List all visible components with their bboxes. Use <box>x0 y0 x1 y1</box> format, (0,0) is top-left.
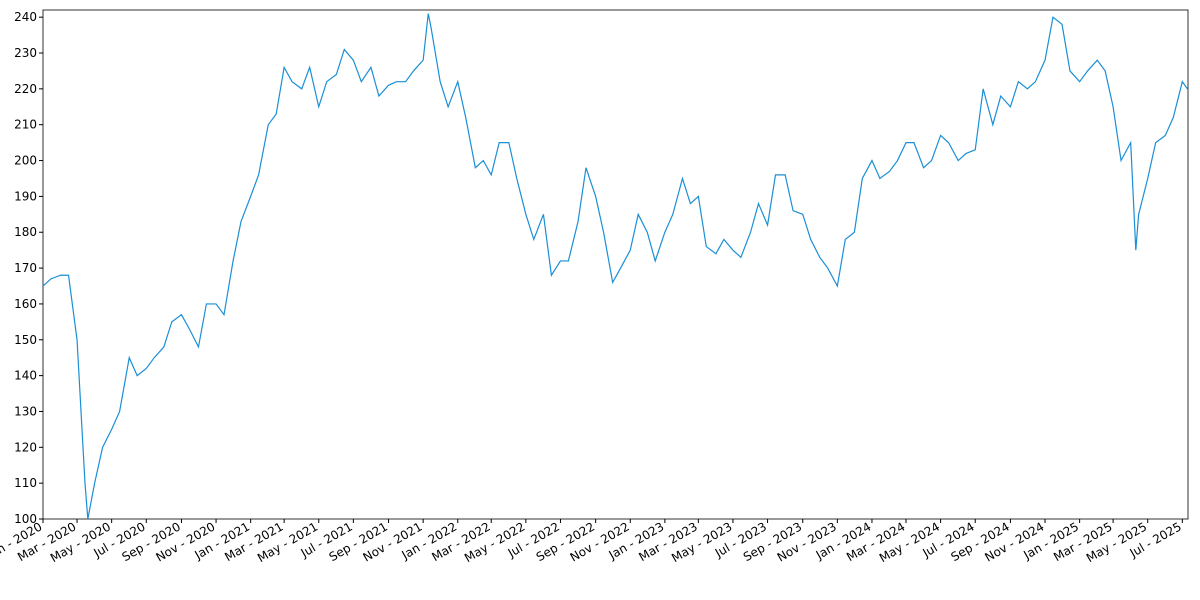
y-tick-label: 190 <box>14 189 37 203</box>
y-tick-label: 220 <box>14 82 37 96</box>
y-tick-label: 110 <box>14 476 37 490</box>
y-tick-label: 230 <box>14 46 37 60</box>
y-tick-label: 180 <box>14 225 37 239</box>
y-tick-label: 150 <box>14 333 37 347</box>
y-tick-label: 160 <box>14 297 37 311</box>
y-tick-label: 240 <box>14 10 37 24</box>
plot-frame <box>42 9 1189 520</box>
y-tick-label: 120 <box>14 440 37 454</box>
price-line <box>42 13 1188 520</box>
y-tick-label: 100 <box>14 512 37 526</box>
y-tick-label: 210 <box>14 118 37 132</box>
y-tick-label: 170 <box>14 261 37 275</box>
y-tick-label: 140 <box>14 369 37 383</box>
y-tick-label: 130 <box>14 404 37 418</box>
y-tick-label: 200 <box>14 154 37 168</box>
